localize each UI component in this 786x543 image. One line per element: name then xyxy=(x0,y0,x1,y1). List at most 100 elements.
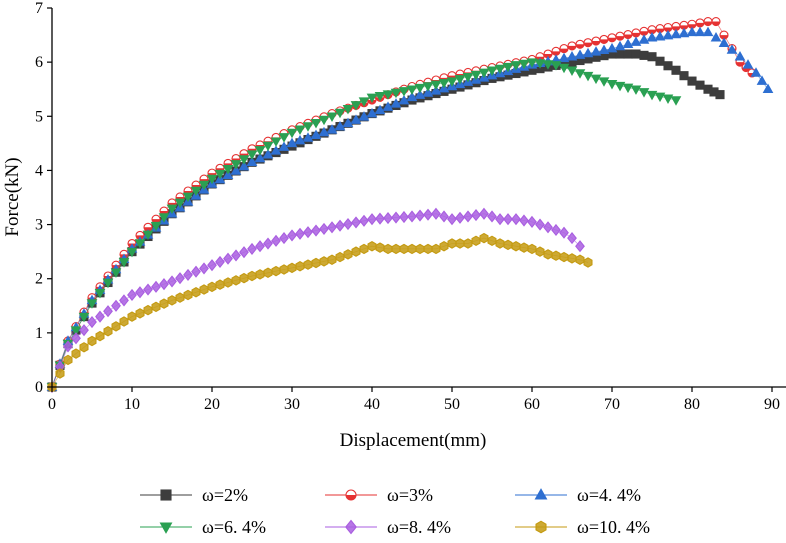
data-point xyxy=(606,80,618,90)
data-point xyxy=(70,326,82,336)
data-point xyxy=(166,204,178,215)
data-point xyxy=(246,156,258,167)
data-point xyxy=(423,243,433,255)
data-point xyxy=(495,213,505,226)
data-point xyxy=(558,52,570,63)
data-point-fill xyxy=(720,35,728,40)
data-point xyxy=(223,277,233,288)
data-point xyxy=(270,145,282,155)
data-point xyxy=(191,287,201,298)
data-point xyxy=(558,63,570,74)
x-tick-label: 90 xyxy=(764,396,780,413)
data-point xyxy=(327,254,337,265)
data-point xyxy=(415,209,425,222)
data-point xyxy=(655,56,665,66)
data-point xyxy=(414,83,426,94)
data-point xyxy=(342,117,354,128)
data-point xyxy=(302,132,314,142)
data-point xyxy=(207,281,217,293)
data-point xyxy=(551,46,561,56)
data-point xyxy=(390,88,402,99)
data-point xyxy=(463,238,473,249)
data-point xyxy=(614,81,626,92)
data-point xyxy=(567,41,577,51)
legend-label: ω=6. 4% xyxy=(202,517,266,537)
data-point xyxy=(215,255,225,269)
legend-item: ω=2% xyxy=(140,485,248,505)
data-point xyxy=(670,96,682,106)
data-point xyxy=(479,232,489,244)
data-point xyxy=(343,217,353,231)
data-point-fill xyxy=(664,27,672,32)
legend-item: ω=4. 4% xyxy=(515,485,641,505)
data-point xyxy=(286,128,298,139)
data-point xyxy=(230,160,242,170)
data-point xyxy=(367,213,377,226)
data-point xyxy=(335,219,345,232)
data-point xyxy=(271,265,281,277)
data-point xyxy=(598,77,610,87)
data-point xyxy=(478,68,490,79)
data-point xyxy=(326,124,338,134)
data-point xyxy=(639,26,649,36)
data-point xyxy=(127,311,137,322)
data-point xyxy=(630,36,642,46)
data-point xyxy=(247,270,257,282)
data-point xyxy=(159,298,169,309)
data-point xyxy=(158,213,170,223)
data-point xyxy=(239,246,249,259)
data-point xyxy=(287,262,297,274)
data-point xyxy=(374,104,386,115)
data-point xyxy=(231,275,241,286)
data-point xyxy=(358,111,370,121)
y-tick-label: 5 xyxy=(35,108,43,125)
data-point xyxy=(414,89,426,99)
data-point xyxy=(191,265,201,278)
data-point xyxy=(762,83,774,93)
legend-label: ω=4. 4% xyxy=(577,485,641,505)
data-point xyxy=(222,169,234,180)
data-point xyxy=(118,258,130,268)
data-point xyxy=(471,209,481,222)
legend-marker-fill xyxy=(346,495,356,500)
data-point xyxy=(455,211,465,224)
data-point xyxy=(366,107,378,118)
data-point xyxy=(174,198,186,209)
legend-label: ω=8. 4% xyxy=(387,517,451,537)
data-point xyxy=(559,251,569,263)
data-point xyxy=(238,160,250,171)
data-point xyxy=(590,46,602,56)
data-point xyxy=(231,249,241,262)
legend-label: ω=10. 4% xyxy=(577,517,650,537)
legend-marker xyxy=(534,488,548,500)
data-point xyxy=(623,29,633,40)
data-point xyxy=(295,227,305,240)
legend-label: ω=3% xyxy=(387,485,433,505)
data-point xyxy=(159,278,169,291)
data-point xyxy=(279,264,289,275)
data-point xyxy=(502,62,514,73)
data-point xyxy=(590,74,602,85)
data-point xyxy=(423,208,433,221)
data-point xyxy=(119,294,129,307)
data-point xyxy=(463,210,473,223)
y-tick-label: 1 xyxy=(35,325,43,342)
legend-item: ω=8. 4% xyxy=(325,517,451,537)
data-point xyxy=(527,243,537,255)
y-tick-label: 7 xyxy=(35,0,43,17)
data-point xyxy=(415,243,425,255)
data-point xyxy=(446,77,458,87)
data-point xyxy=(143,283,153,296)
data-point xyxy=(270,137,282,147)
data-point xyxy=(527,215,537,228)
data-point xyxy=(319,222,329,235)
data-point xyxy=(151,301,161,313)
data-point xyxy=(455,238,465,249)
data-point xyxy=(583,38,593,48)
data-point xyxy=(391,211,401,224)
data-point xyxy=(350,114,362,124)
data-point xyxy=(486,66,498,76)
data-point xyxy=(382,90,394,100)
x-tick-label: 40 xyxy=(364,396,380,413)
